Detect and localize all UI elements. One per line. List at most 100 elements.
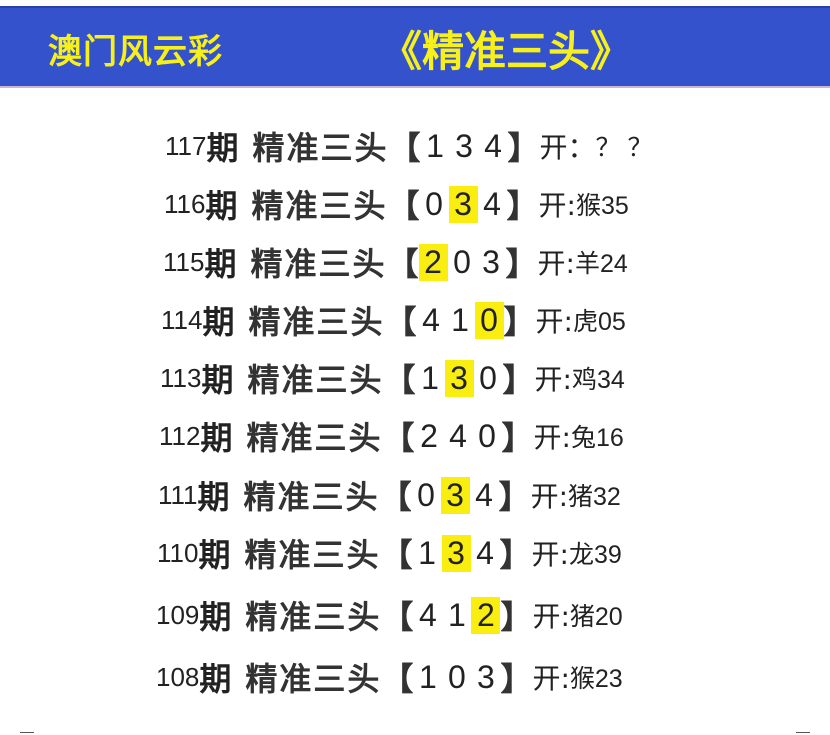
digit: 0 (479, 359, 497, 396)
list-item: 108 期精准三头【1 0 3】开: 猴23 (156, 651, 623, 703)
digit: 4 (476, 534, 494, 571)
digit: 0 (453, 243, 471, 280)
result-value: 兔16 (570, 424, 624, 452)
right-bracket: 】 (502, 361, 535, 399)
result-value: 猴23 (569, 665, 623, 693)
result-label: 开: (538, 189, 576, 222)
digit: 3 (455, 127, 473, 164)
divider (20, 732, 34, 733)
result-value: 龙39 (568, 541, 622, 569)
issue-number: 109 (156, 599, 200, 630)
digit: 4 (483, 185, 501, 222)
digit: 4 (419, 596, 437, 633)
issue-number: 111 (158, 479, 198, 510)
digit-hit: 0 (474, 301, 504, 339)
digit: 1 (426, 127, 444, 164)
issue-suffix: 期 (206, 129, 239, 167)
right-bracket: 】 (505, 245, 538, 283)
prediction-name: 精准三头 (247, 361, 384, 399)
list-item: 113 期精准三头【1 3 0】开: 鸡34 (160, 352, 625, 404)
left-bracket: 【 (387, 187, 420, 225)
prediction-name: 精准三头 (245, 598, 382, 636)
left-bracket: 【 (379, 478, 412, 516)
divider (796, 732, 810, 733)
list-item: 116 期精准三头【0 3 4】开: 猴35 (164, 178, 629, 230)
digit: 1 (418, 534, 436, 571)
result-label: 开: (532, 600, 570, 633)
issue-suffix: 期 (199, 660, 232, 698)
issue-number: 117 (165, 130, 207, 161)
issue-suffix: 期 (198, 536, 231, 574)
issue-suffix: 期 (199, 598, 232, 636)
digit: 0 (448, 658, 466, 695)
left-bracket: 【 (380, 536, 413, 574)
left-bracket: 【 (388, 129, 421, 167)
prediction-name: 精准三头 (250, 245, 387, 283)
result-value: 鸡34 (571, 366, 625, 394)
digit: 1 (451, 301, 469, 338)
result-label: 开: (533, 421, 571, 454)
right-bracket: 】 (500, 660, 533, 698)
issue-suffix: 期 (201, 361, 234, 399)
digit-hit: 3 (444, 359, 474, 397)
digit-hit: 2 (418, 243, 448, 281)
digit: 1 (419, 658, 437, 695)
issue-number: 110 (157, 537, 199, 568)
left-bracket: 【 (386, 245, 419, 283)
site-name: 澳门风云彩 (48, 32, 223, 72)
result-label: 开: (531, 538, 569, 571)
prediction-name: 精准三头 (246, 419, 383, 457)
right-bracket: 】 (499, 536, 532, 574)
digit: 0 (417, 476, 435, 513)
result-value: 猴35 (575, 192, 629, 220)
right-bracket: 】 (500, 598, 533, 636)
result-label: 开: (534, 363, 572, 396)
result-label: 开： (539, 131, 596, 164)
list-item: 110 期精准三头【1 3 4】开: 龙39 (157, 527, 622, 579)
issue-number: 116 (164, 188, 206, 219)
list-item: 109 期精准三头【4 1 2】开: 猪20 (156, 589, 623, 641)
result-value: 虎05 (572, 308, 626, 336)
left-bracket: 【 (381, 598, 414, 636)
digit: 1 (448, 596, 466, 633)
header-banner: 澳门风云彩 《精准三头》 (0, 6, 830, 88)
issue-number: 112 (159, 420, 201, 451)
list-item: 117 期精准三头【1 3 4】开：？ ？ (165, 120, 652, 172)
digit-hit: 3 (448, 185, 478, 223)
prediction-name: 精准三头 (252, 129, 389, 167)
prediction-name: 精准三头 (245, 660, 382, 698)
result-label: 开: (535, 305, 573, 338)
digit: 0 (425, 185, 443, 222)
issue-suffix: 期 (202, 303, 235, 341)
prediction-name: 精准三头 (244, 536, 381, 574)
left-bracket: 【 (383, 361, 416, 399)
right-bracket: 】 (501, 419, 534, 457)
left-bracket: 【 (381, 660, 414, 698)
result-value: 猪32 (568, 483, 621, 511)
digit-hit: 3 (441, 534, 471, 572)
digit: 2 (420, 417, 438, 454)
prediction-name: 精准三头 (251, 187, 388, 225)
digit-hit: 2 (471, 596, 501, 634)
digit: 3 (482, 243, 500, 280)
issue-suffix: 期 (204, 245, 237, 283)
left-bracket: 【 (382, 419, 415, 457)
issue-number: 115 (163, 246, 205, 277)
prediction-name: 精准三头 (243, 478, 380, 516)
prediction-name: 精准三头 (248, 303, 385, 341)
page-title: 《精准三头》 (380, 27, 633, 76)
digit: 4 (422, 301, 440, 338)
issue-suffix: 期 (205, 187, 238, 225)
right-bracket: 】 (507, 129, 540, 167)
digit: 4 (449, 417, 467, 454)
right-bracket: 】 (506, 187, 539, 225)
